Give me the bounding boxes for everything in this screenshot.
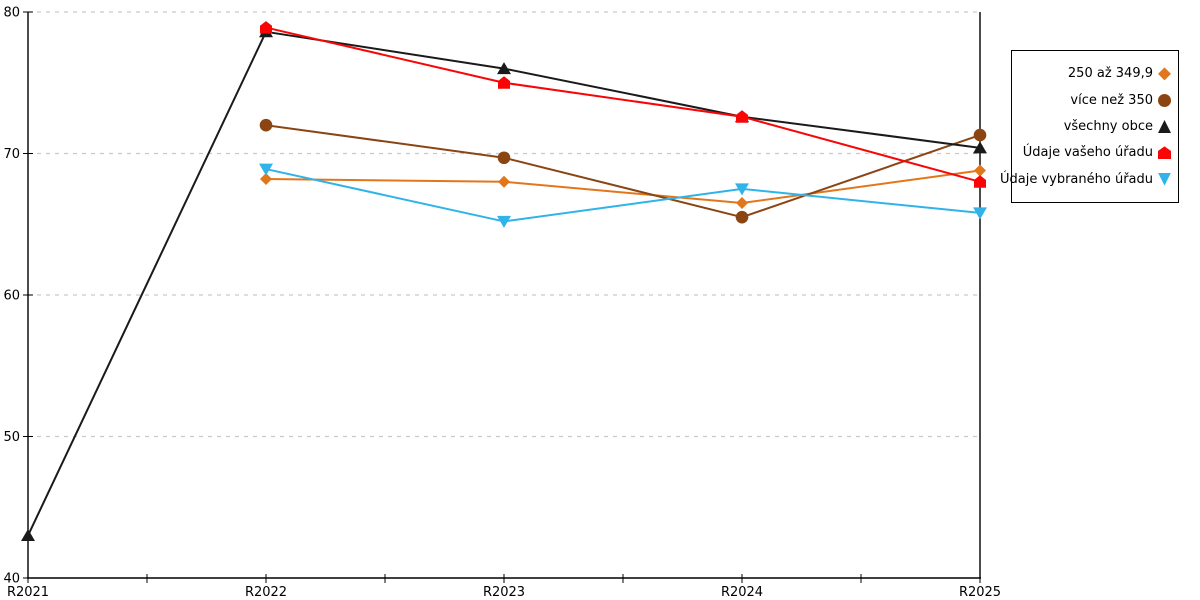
triangle-down-marker-icon xyxy=(497,215,511,228)
x-tick-label: R2023 xyxy=(483,585,525,600)
pentagon-marker-icon xyxy=(736,110,748,123)
triangle-down-marker-icon xyxy=(1158,172,1171,186)
triangle-up-marker-icon xyxy=(21,529,35,542)
pentagon-marker-icon xyxy=(1158,146,1171,160)
circle-marker-icon xyxy=(973,128,987,142)
legend-item: Údaje vybraného úřadu xyxy=(1000,172,1171,186)
circle-marker-icon xyxy=(259,118,273,132)
diamond-marker-icon xyxy=(974,164,986,177)
series-line xyxy=(265,26,981,183)
diamond-marker-icon xyxy=(260,172,272,185)
diamond-marker-icon xyxy=(736,197,748,210)
legend-item: 250 až 349,9 xyxy=(1015,66,1171,82)
legend-label: Údaje vašeho úřadu xyxy=(1022,145,1153,161)
diamond-marker-icon xyxy=(1158,67,1171,81)
triangle-down-marker-icon xyxy=(973,207,987,220)
triangle-down-marker-icon xyxy=(735,183,749,196)
y-tick-label: 80 xyxy=(3,6,20,21)
circle-marker-icon xyxy=(497,151,511,165)
circle-marker-icon xyxy=(735,210,749,224)
y-tick-label: 40 xyxy=(3,572,20,587)
legend-item: Údaje vašeho úřadu xyxy=(1015,145,1171,161)
legend: 250 až 349,9 více než 350 všechny obce Ú… xyxy=(1000,50,1179,203)
series-line xyxy=(265,169,981,205)
x-tick-label: R2024 xyxy=(721,585,763,600)
legend-label: 250 až 349,9 xyxy=(1067,66,1153,82)
triangle-up-marker-icon xyxy=(1158,119,1171,133)
x-tick-label: R2021 xyxy=(7,585,49,600)
series-line xyxy=(265,168,981,223)
circle-marker-icon xyxy=(1158,93,1171,107)
y-tick-label: 70 xyxy=(3,147,20,162)
series-line xyxy=(265,124,981,219)
legend-label: všechny obce xyxy=(1063,118,1153,134)
x-tick-label: R2025 xyxy=(959,585,1001,600)
pentagon-marker-icon xyxy=(498,76,510,89)
legend-label: více než 350 xyxy=(1070,92,1153,108)
legend-item: všechny obce xyxy=(1015,118,1171,134)
legend-item: více než 350 xyxy=(1015,92,1171,108)
x-tick-label: R2022 xyxy=(245,585,287,600)
triangle-up-marker-icon xyxy=(497,62,511,75)
diamond-marker-icon xyxy=(498,175,510,188)
series-line xyxy=(27,30,981,536)
pentagon-marker-icon xyxy=(260,21,272,34)
triangle-down-marker-icon xyxy=(259,163,273,176)
pentagon-marker-icon xyxy=(974,175,986,188)
triangle-up-marker-icon xyxy=(973,141,987,154)
y-tick-label: 50 xyxy=(3,430,20,445)
legend-label: Údaje vybraného úřadu xyxy=(999,171,1153,187)
y-tick-label: 60 xyxy=(3,289,20,304)
